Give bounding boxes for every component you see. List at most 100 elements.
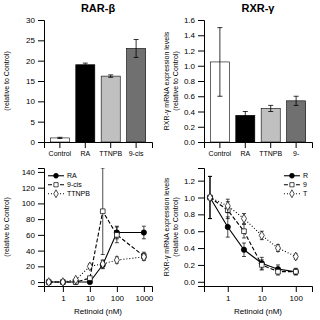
point [225, 224, 230, 229]
y-tick: 10 [26, 97, 44, 106]
y-tick: 1.2 [184, 177, 204, 186]
y-tick: 20 [26, 57, 44, 66]
y-tick: 120 [22, 184, 44, 193]
x-axis: 110100 [205, 286, 313, 303]
y-tick: 25 [26, 36, 44, 45]
tick-mark [198, 51, 204, 52]
y-axis-label: RXR-γ mRNA expression levels(relative to… [163, 31, 180, 130]
legend-label: RA [67, 172, 77, 179]
tick-mark [219, 142, 220, 148]
point [275, 244, 280, 253]
tick-mark [296, 142, 297, 148]
error-bar [260, 231, 264, 239]
error-bar [101, 168, 105, 255]
legend-swatch [290, 183, 294, 187]
tick-mark [38, 219, 44, 220]
tick-label: 0.6 [184, 227, 196, 236]
tick-mark [38, 251, 44, 252]
point [293, 269, 298, 274]
y-axis-label: (relative to Control) [3, 197, 11, 257]
error-bar [83, 63, 88, 66]
error-bar [101, 260, 105, 268]
tick-mark [136, 142, 137, 148]
x-tick: Control [49, 142, 72, 157]
legend-swatch [290, 173, 295, 178]
tick-mark [38, 235, 44, 236]
y-tick: 30 [26, 16, 44, 25]
chart-panel: ControlRATTNPB9-0.00.20.40.60.81.01.21.4… [163, 2, 313, 157]
line [210, 198, 296, 272]
tick-label: 30 [26, 16, 35, 25]
point [100, 209, 105, 214]
y-tick: 40 [26, 247, 44, 256]
legend-label: 9-cis [67, 181, 82, 188]
y-axis: 0.00.20.40.60.81.01.21.41.6 [184, 16, 205, 147]
series [46, 253, 146, 286]
tick-label: Control [49, 150, 72, 157]
y-tick: 100 [22, 199, 44, 208]
legend-swatch [290, 190, 295, 198]
tick-label: 0.8 [184, 210, 196, 219]
tick-label: 20 [26, 57, 35, 66]
point [88, 276, 93, 281]
tick-mark [38, 203, 44, 204]
x-tick: 100 [111, 286, 125, 303]
tick-label: 1.2 [184, 177, 196, 186]
y-tick: 1.2 [184, 47, 204, 56]
tick-label: 0 [31, 278, 36, 287]
tick-label: Control [209, 150, 232, 157]
tick-mark [198, 265, 204, 266]
tick-label: 80 [26, 215, 35, 224]
error-bar [226, 202, 230, 219]
tick-mark [117, 286, 118, 292]
bar [76, 65, 95, 142]
point [241, 214, 246, 223]
x-tick: TTNPB [259, 142, 282, 157]
tick-label: 0.0 [184, 278, 196, 287]
y-tick: 140 [22, 168, 44, 177]
point [259, 231, 264, 240]
y-axis-label-line: (relative to Control) [172, 51, 180, 111]
tick-label: 1.0 [184, 194, 196, 203]
chart-panel: ControlRATTNPB9-cis051015202530(relative… [3, 2, 153, 157]
plot-area [210, 28, 305, 142]
tick-label: RA [80, 150, 90, 157]
error-bar [57, 137, 62, 138]
x-axis-line [205, 143, 313, 149]
point [242, 229, 247, 234]
line [210, 198, 296, 257]
tick-label: 120 [22, 184, 36, 193]
point [141, 253, 146, 262]
y-tick: 0.8 [184, 210, 204, 219]
legend-entry: RA [48, 172, 77, 179]
tick-mark [198, 96, 204, 97]
error-bar [276, 268, 280, 275]
legend-entry: 9 [284, 181, 307, 188]
legend-entry: 9-cis [48, 181, 82, 188]
error-bar [217, 28, 222, 97]
x-tick: RA [240, 142, 250, 157]
tick-label: 60 [26, 231, 35, 240]
legend-label: TTNPB [67, 190, 90, 197]
tick-label: 20 [26, 262, 35, 271]
x-axis-line [45, 143, 153, 149]
y-tick: 0.4 [184, 108, 204, 117]
y-tick: 15 [26, 77, 44, 86]
error-bar [134, 40, 139, 58]
tick-label: 0.0 [184, 138, 196, 147]
point [114, 256, 119, 265]
point [60, 278, 65, 286]
y-tick: 0 [31, 138, 44, 147]
y-tick: 1.0 [184, 62, 204, 71]
legend-label: R [303, 172, 308, 179]
tick-label: 1000 [135, 294, 153, 303]
tick-label: 1.2 [184, 47, 196, 56]
chart-panel: 110100Retinoid (nM)R9T0.00.20.40.60.81.0… [163, 169, 313, 317]
chart-title: RAR-β [81, 2, 115, 14]
tick-label: 1.4 [184, 31, 196, 40]
x-tick: RA [80, 142, 90, 157]
x-tick: 10 [86, 286, 95, 303]
y-tick: 0.2 [184, 261, 204, 270]
y-axis-label-line: (relative to Control) [3, 197, 11, 257]
figure: ControlRATTNPB9-cis051015202530(relative… [0, 0, 320, 320]
